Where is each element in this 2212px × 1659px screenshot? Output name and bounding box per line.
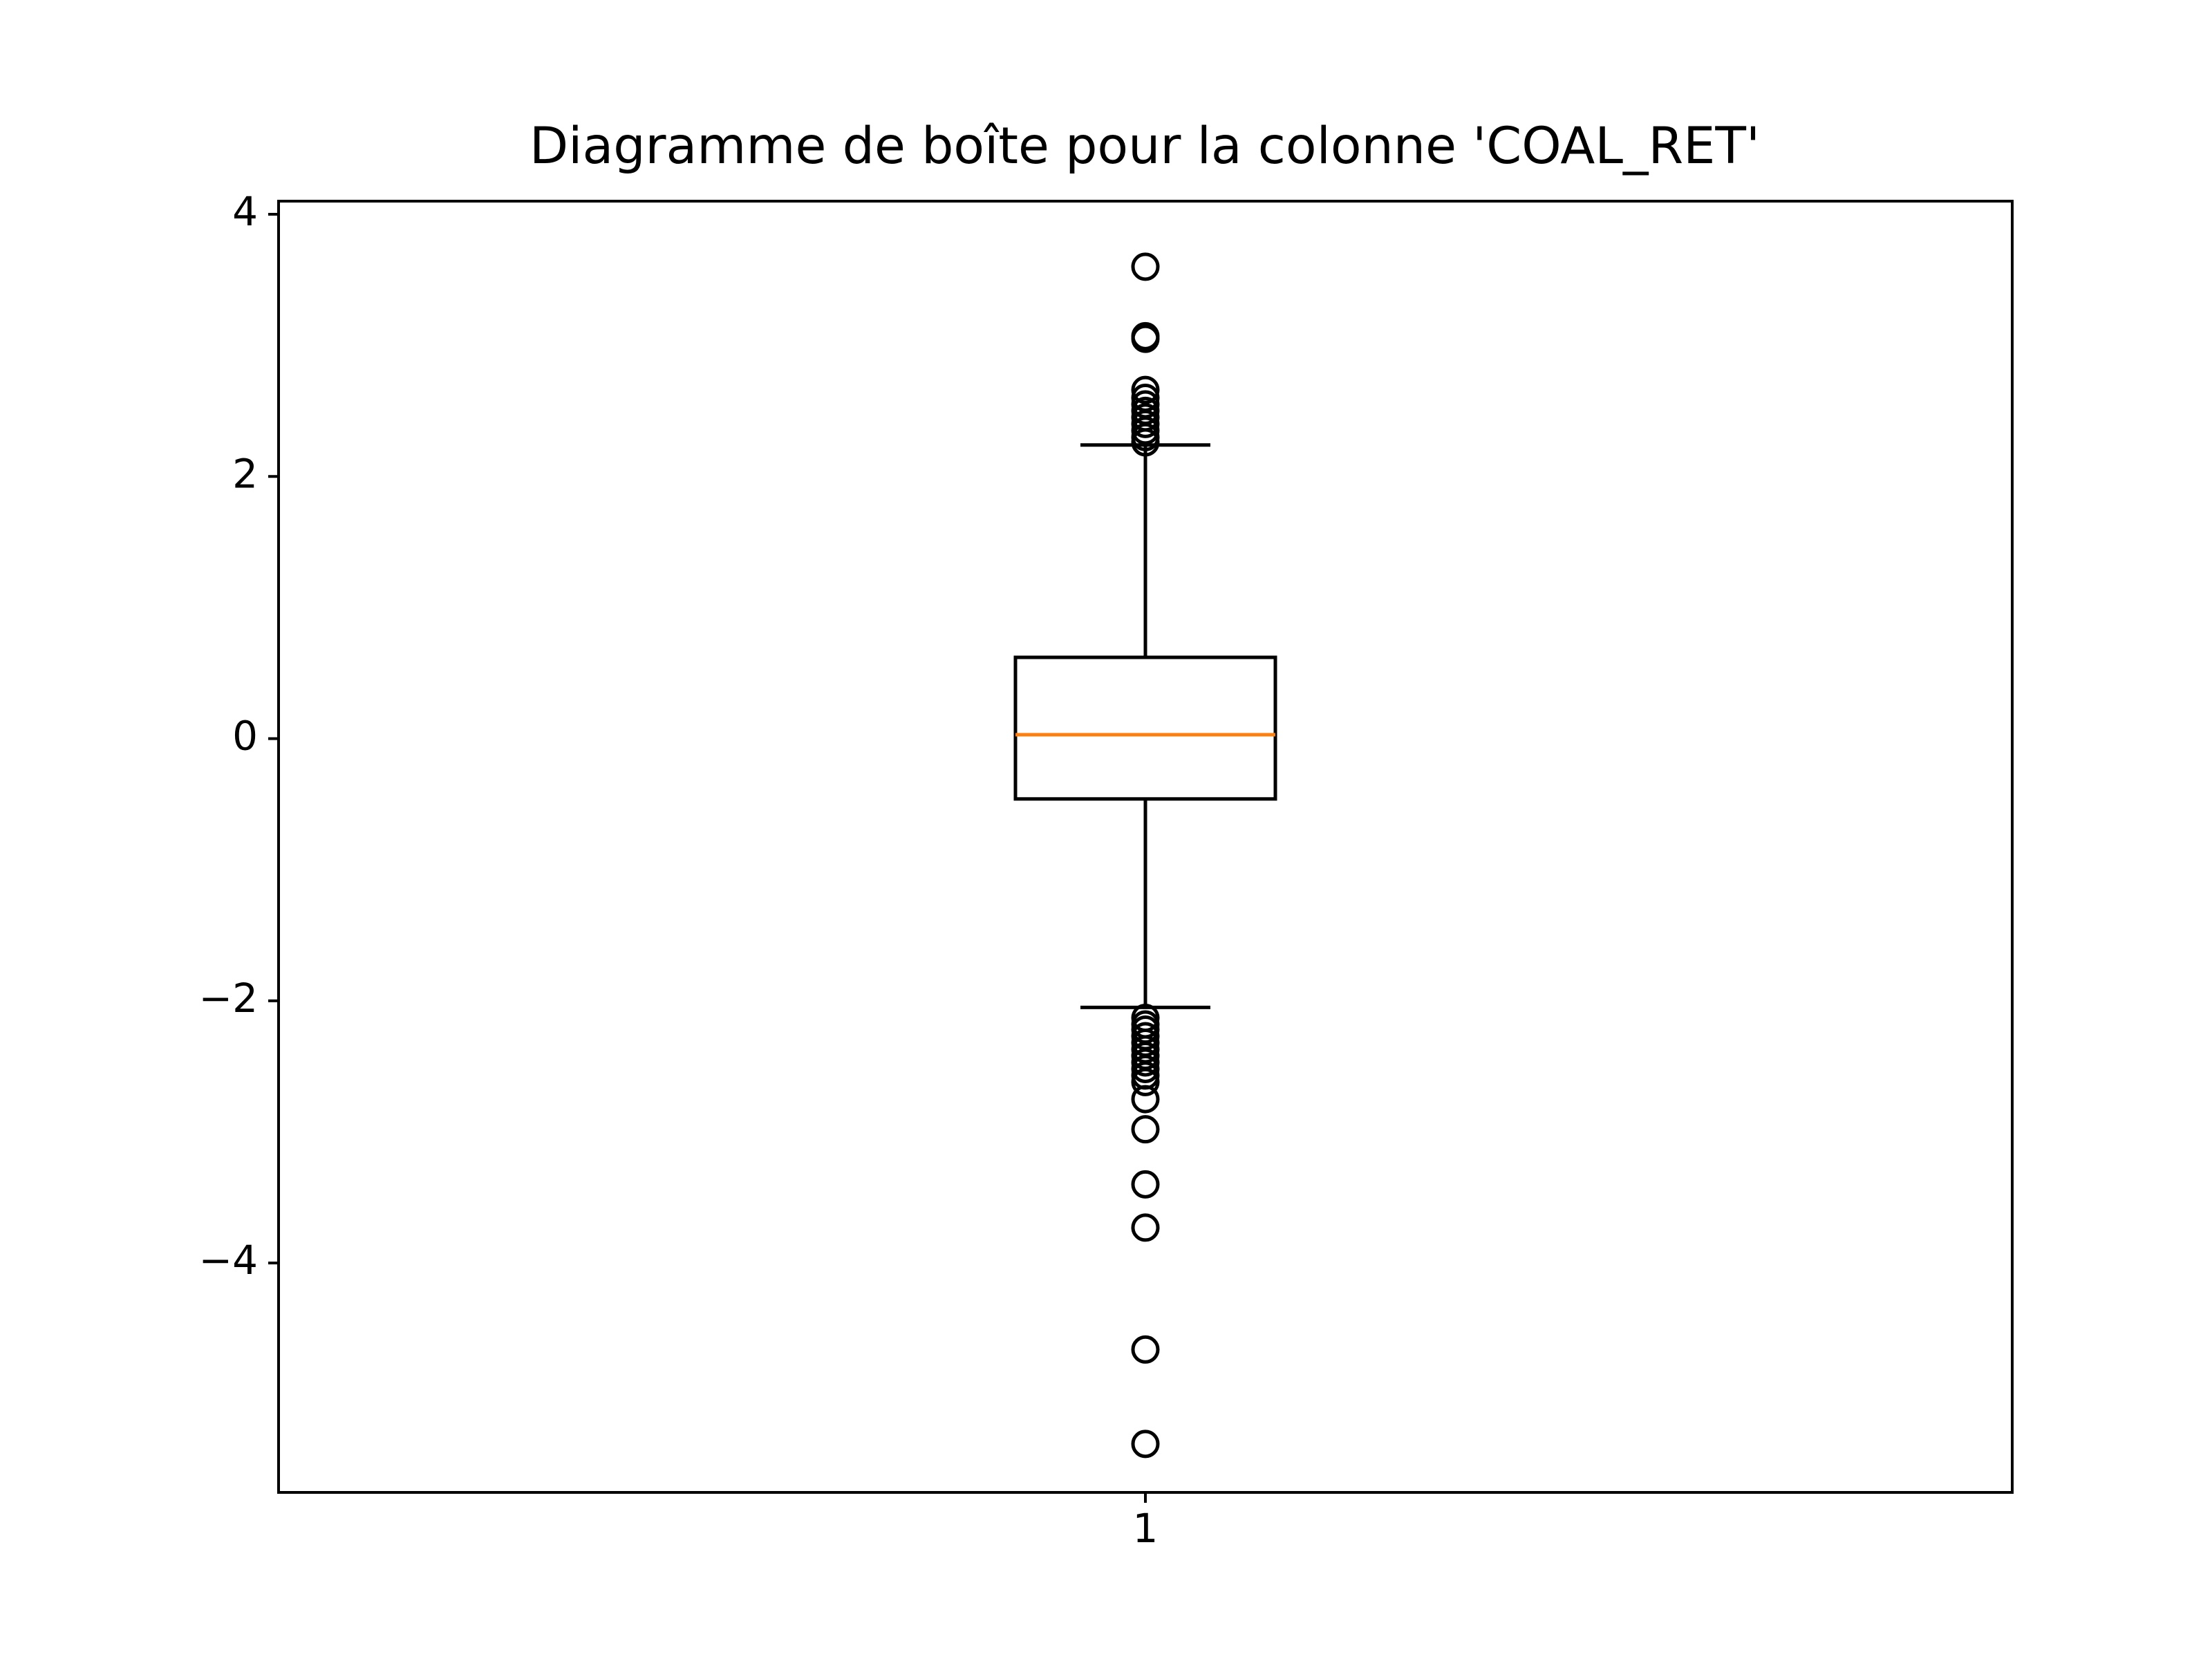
iqr-box [1013,655,1277,801]
chart-title: Diagramme de boîte pour la colonne 'COAL… [529,117,1760,176]
outlier-point [1131,1115,1160,1144]
y-tick-label: 0 [232,713,258,760]
outlier-point [1131,1430,1160,1459]
outlier-point [1131,1085,1160,1114]
y-tick-label: 2 [232,450,258,497]
y-tick-label: −2 [199,975,259,1022]
x-tick-label: 1 [1133,1505,1159,1552]
y-tick-label: −4 [199,1237,259,1284]
outlier-point [1131,375,1160,404]
outlier-point [1131,252,1160,281]
outlier-point [1131,428,1160,457]
plot-area: 4 2 0 −2 −4 1 [199,188,2014,1552]
y-tick-label: 4 [232,188,258,235]
outlier-point [1131,1335,1160,1364]
axes-frame [277,200,2014,1494]
outlier-point [1131,1213,1160,1242]
outlier-point [1131,1170,1160,1199]
outlier-point [1131,324,1160,353]
outlier-point [1131,1067,1160,1096]
